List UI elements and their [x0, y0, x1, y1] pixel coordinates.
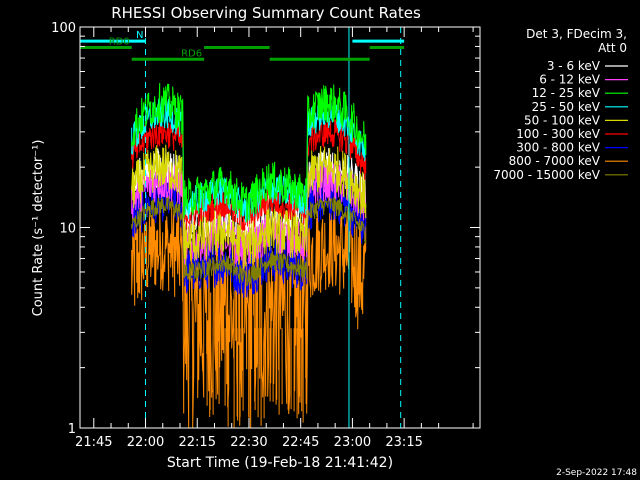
- y-tick-label-2: 100: [51, 21, 76, 36]
- y-tick-label-0: 1: [68, 422, 76, 437]
- footer-date-stamp: 2-Sep-2022 17:48: [556, 468, 637, 478]
- plot-axes: 21:45 22:00 22:15 22:30 22:45 23:00 23:15 1 10 10…: [51, 21, 481, 450]
- bar-label-rd0: RD0: [109, 37, 130, 48]
- series-trace-2: [131, 82, 367, 223]
- y-axis-label: Count Rate (s⁻¹ detector⁻¹): [31, 140, 46, 317]
- x-tick-label-5: 23:00: [334, 435, 371, 450]
- legend-label-8: 7000 - 15000 keV: [493, 168, 600, 182]
- data-series-group: [131, 82, 367, 429]
- legend-label-0: 3 - 6 keV: [547, 59, 601, 73]
- legend-label-3: 25 - 50 keV: [532, 100, 601, 114]
- y-tick-label-1: 10: [59, 222, 76, 237]
- series-trace-8: [131, 194, 367, 287]
- legend-label-6: 300 - 800 keV: [516, 141, 600, 155]
- x-tick-label-6: 23:15: [385, 435, 422, 450]
- legend-label-2: 12 - 25 keV: [532, 86, 601, 100]
- chart-title: RHESSI Observing Summary Count Rates: [111, 4, 421, 22]
- legend-header-line-2: Att 0: [598, 41, 627, 55]
- legend-label-5: 100 - 300 keV: [516, 127, 600, 141]
- x-tick-label-2: 22:15: [179, 435, 216, 450]
- x-tick-label-3: 22:30: [230, 435, 267, 450]
- bar-label-n: N: [136, 30, 143, 41]
- series-trace-7: [131, 204, 367, 429]
- x-tick-label-1: 22:00: [127, 435, 164, 450]
- legend-label-1: 6 - 12 keV: [539, 73, 601, 87]
- x-tick-label-4: 22:45: [282, 435, 319, 450]
- attenuator-state-bars: N RD0 RD6: [80, 30, 405, 61]
- legend-label-7: 800 - 7000 keV: [509, 154, 601, 168]
- bar-label-rd6: RD6: [181, 48, 202, 59]
- series-trace-4: [131, 144, 367, 269]
- x-axis-label: Start Time (19-Feb-18 21:41:42): [167, 455, 393, 471]
- legend-header-line-1: Det 3, FDecim 3,: [526, 27, 627, 41]
- legend-label-4: 50 - 100 keV: [524, 113, 601, 127]
- x-tick-label-0: 21:45: [75, 435, 112, 450]
